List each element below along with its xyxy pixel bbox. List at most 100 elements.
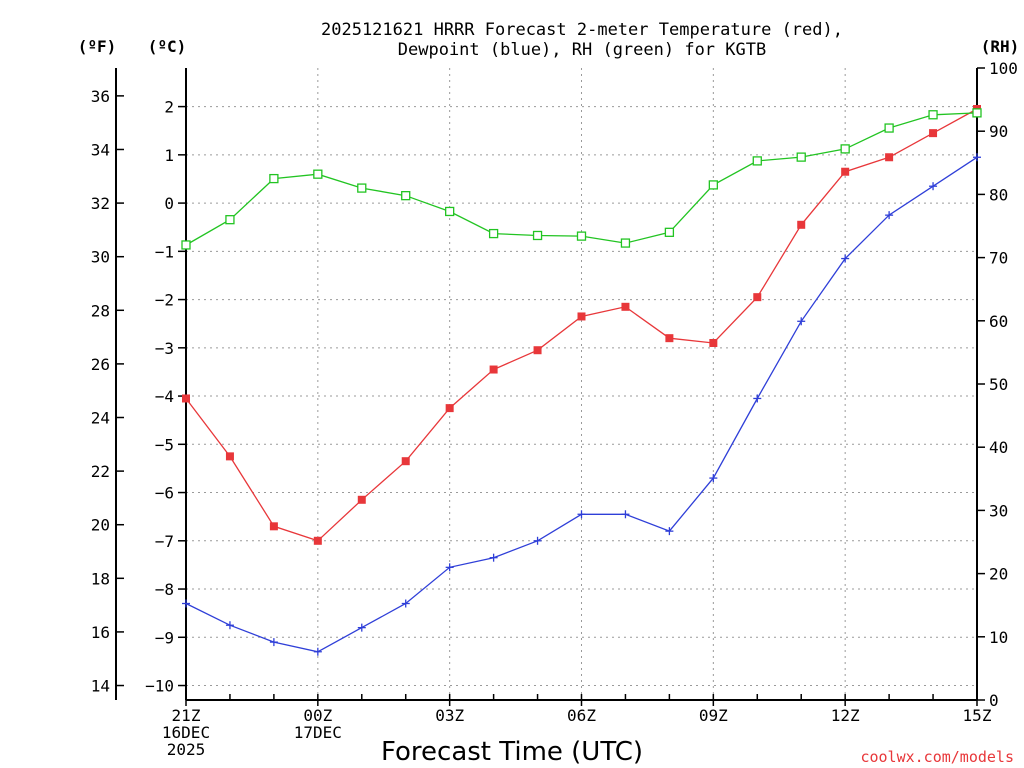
rh-tick-label: 80 — [989, 185, 1008, 204]
fahrenheit-unit-label: (ºF) — [78, 37, 117, 56]
rh-point — [664, 227, 675, 237]
fahrenheit-tick-label: 32 — [91, 194, 110, 213]
rh-tick-label: 0 — [989, 691, 999, 710]
temperature-point — [489, 365, 498, 374]
fahrenheit-tick-label: 30 — [91, 248, 110, 267]
celsius-tick-label: −9 — [155, 628, 174, 647]
celsius-tick-label: 0 — [164, 194, 174, 213]
fahrenheit-tick-label: 26 — [91, 355, 110, 374]
fahrenheit-tick-label: 16 — [91, 623, 110, 642]
temperature-point — [885, 153, 894, 162]
rh-tick-label: 70 — [989, 249, 1008, 268]
x-tick-label: 21Z — [172, 706, 201, 725]
celsius-tick-label: −1 — [155, 242, 174, 261]
x-tick-label: 16DEC — [162, 723, 210, 742]
rh-tick-label: 100 — [989, 59, 1018, 78]
dewpoint-point — [577, 510, 586, 519]
rh-tick-label: 20 — [989, 565, 1008, 584]
dewpoint-point — [665, 527, 674, 536]
temperature-point — [929, 129, 938, 138]
celsius-tick-label: −4 — [155, 387, 174, 406]
rh-point — [269, 173, 279, 184]
celsius-tick-label: 2 — [164, 98, 174, 117]
x-tick-label: 2025 — [167, 740, 206, 759]
dewpoint-point — [401, 599, 410, 608]
rh-point — [181, 240, 191, 250]
dewpoint-point — [621, 510, 630, 519]
rh-point — [620, 238, 631, 248]
dewpoint-point — [533, 536, 542, 545]
celsius-tick-label: −7 — [155, 532, 174, 551]
data-series — [181, 105, 982, 656]
rh-point — [357, 183, 367, 193]
temperature-point — [621, 302, 630, 311]
rh-unit-label: (RH) — [981, 37, 1020, 56]
dewpoint-point — [885, 211, 894, 220]
rh-tick-label: 40 — [989, 438, 1008, 457]
celsius-tick-label: −2 — [155, 291, 174, 310]
temperature-point — [357, 495, 366, 504]
rh-tick-label: 60 — [989, 312, 1008, 331]
celsius-tick-label: −6 — [155, 484, 174, 503]
temperature-point — [313, 536, 322, 545]
temperature-point — [577, 312, 586, 321]
celsius-tick-label: −3 — [155, 339, 174, 358]
fahrenheit-tick-label: 28 — [91, 301, 110, 320]
fahrenheit-tick-label: 22 — [91, 462, 110, 481]
dewpoint-point — [797, 317, 806, 326]
chart-title-line-1: 2025121621 HRRR Forecast 2-meter Tempera… — [321, 20, 843, 40]
x-tick-label: 06Z — [567, 706, 596, 725]
celsius-tick-label: −10 — [145, 677, 174, 696]
fahrenheit-tick-label: 24 — [91, 409, 110, 428]
rh-point — [225, 215, 235, 225]
temperature-point — [269, 522, 278, 531]
dewpoint-point — [841, 254, 850, 263]
dewpoint-point — [313, 647, 322, 656]
rh-point — [752, 156, 762, 166]
rh-point — [576, 231, 587, 241]
rh-point — [708, 180, 718, 190]
temperature-point — [182, 394, 190, 403]
rh-point — [401, 191, 411, 201]
dewpoint-point — [182, 599, 190, 608]
temperature-point — [841, 167, 850, 176]
temperature-point — [445, 404, 454, 413]
rh-tick-label: 30 — [989, 501, 1008, 520]
rh-point — [796, 152, 806, 162]
celsius-tick-label: −8 — [155, 580, 174, 599]
gridlines — [186, 68, 977, 700]
temperature-point — [401, 457, 410, 466]
rh-point — [445, 206, 455, 217]
dewpoint-point — [753, 394, 762, 403]
temperature-point — [753, 293, 762, 302]
dewpoint-point — [225, 621, 234, 630]
rh-tick-label: 90 — [989, 122, 1008, 141]
dewpoint-point — [357, 623, 366, 632]
rh-point — [884, 123, 894, 133]
axes: 210−1−2−3−4−5−6−7−8−9−103634323028262422… — [91, 59, 1018, 759]
dewpoint-point — [973, 153, 981, 162]
rh-point — [313, 169, 323, 179]
rh-tick-label: 10 — [989, 628, 1008, 647]
chart-title-line-2: Dewpoint (blue), RH (green) for KGTB — [398, 40, 766, 60]
rh-point — [488, 228, 499, 239]
temperature-point — [225, 452, 234, 461]
x-axis-title: Forecast Time (UTC) — [381, 737, 643, 767]
fahrenheit-tick-label: 14 — [91, 677, 110, 696]
fahrenheit-tick-label: 18 — [91, 569, 110, 588]
dewpoint-point — [929, 182, 938, 191]
x-tick-label: 00Z — [303, 706, 332, 725]
rh-tick-label: 50 — [989, 375, 1008, 394]
x-tick-label: 03Z — [435, 706, 464, 725]
celsius-tick-label: −5 — [155, 435, 174, 454]
celsius-unit-label: (ºC) — [148, 37, 187, 56]
x-tick-label: 17DEC — [294, 723, 342, 742]
x-tick-label: 09Z — [699, 706, 728, 725]
rh-point — [972, 108, 982, 118]
fahrenheit-tick-label: 20 — [91, 516, 110, 535]
dewpoint-point — [489, 553, 498, 562]
temperature-point — [665, 334, 674, 343]
rh-point — [840, 144, 850, 154]
x-tick-label: 15Z — [963, 706, 992, 725]
